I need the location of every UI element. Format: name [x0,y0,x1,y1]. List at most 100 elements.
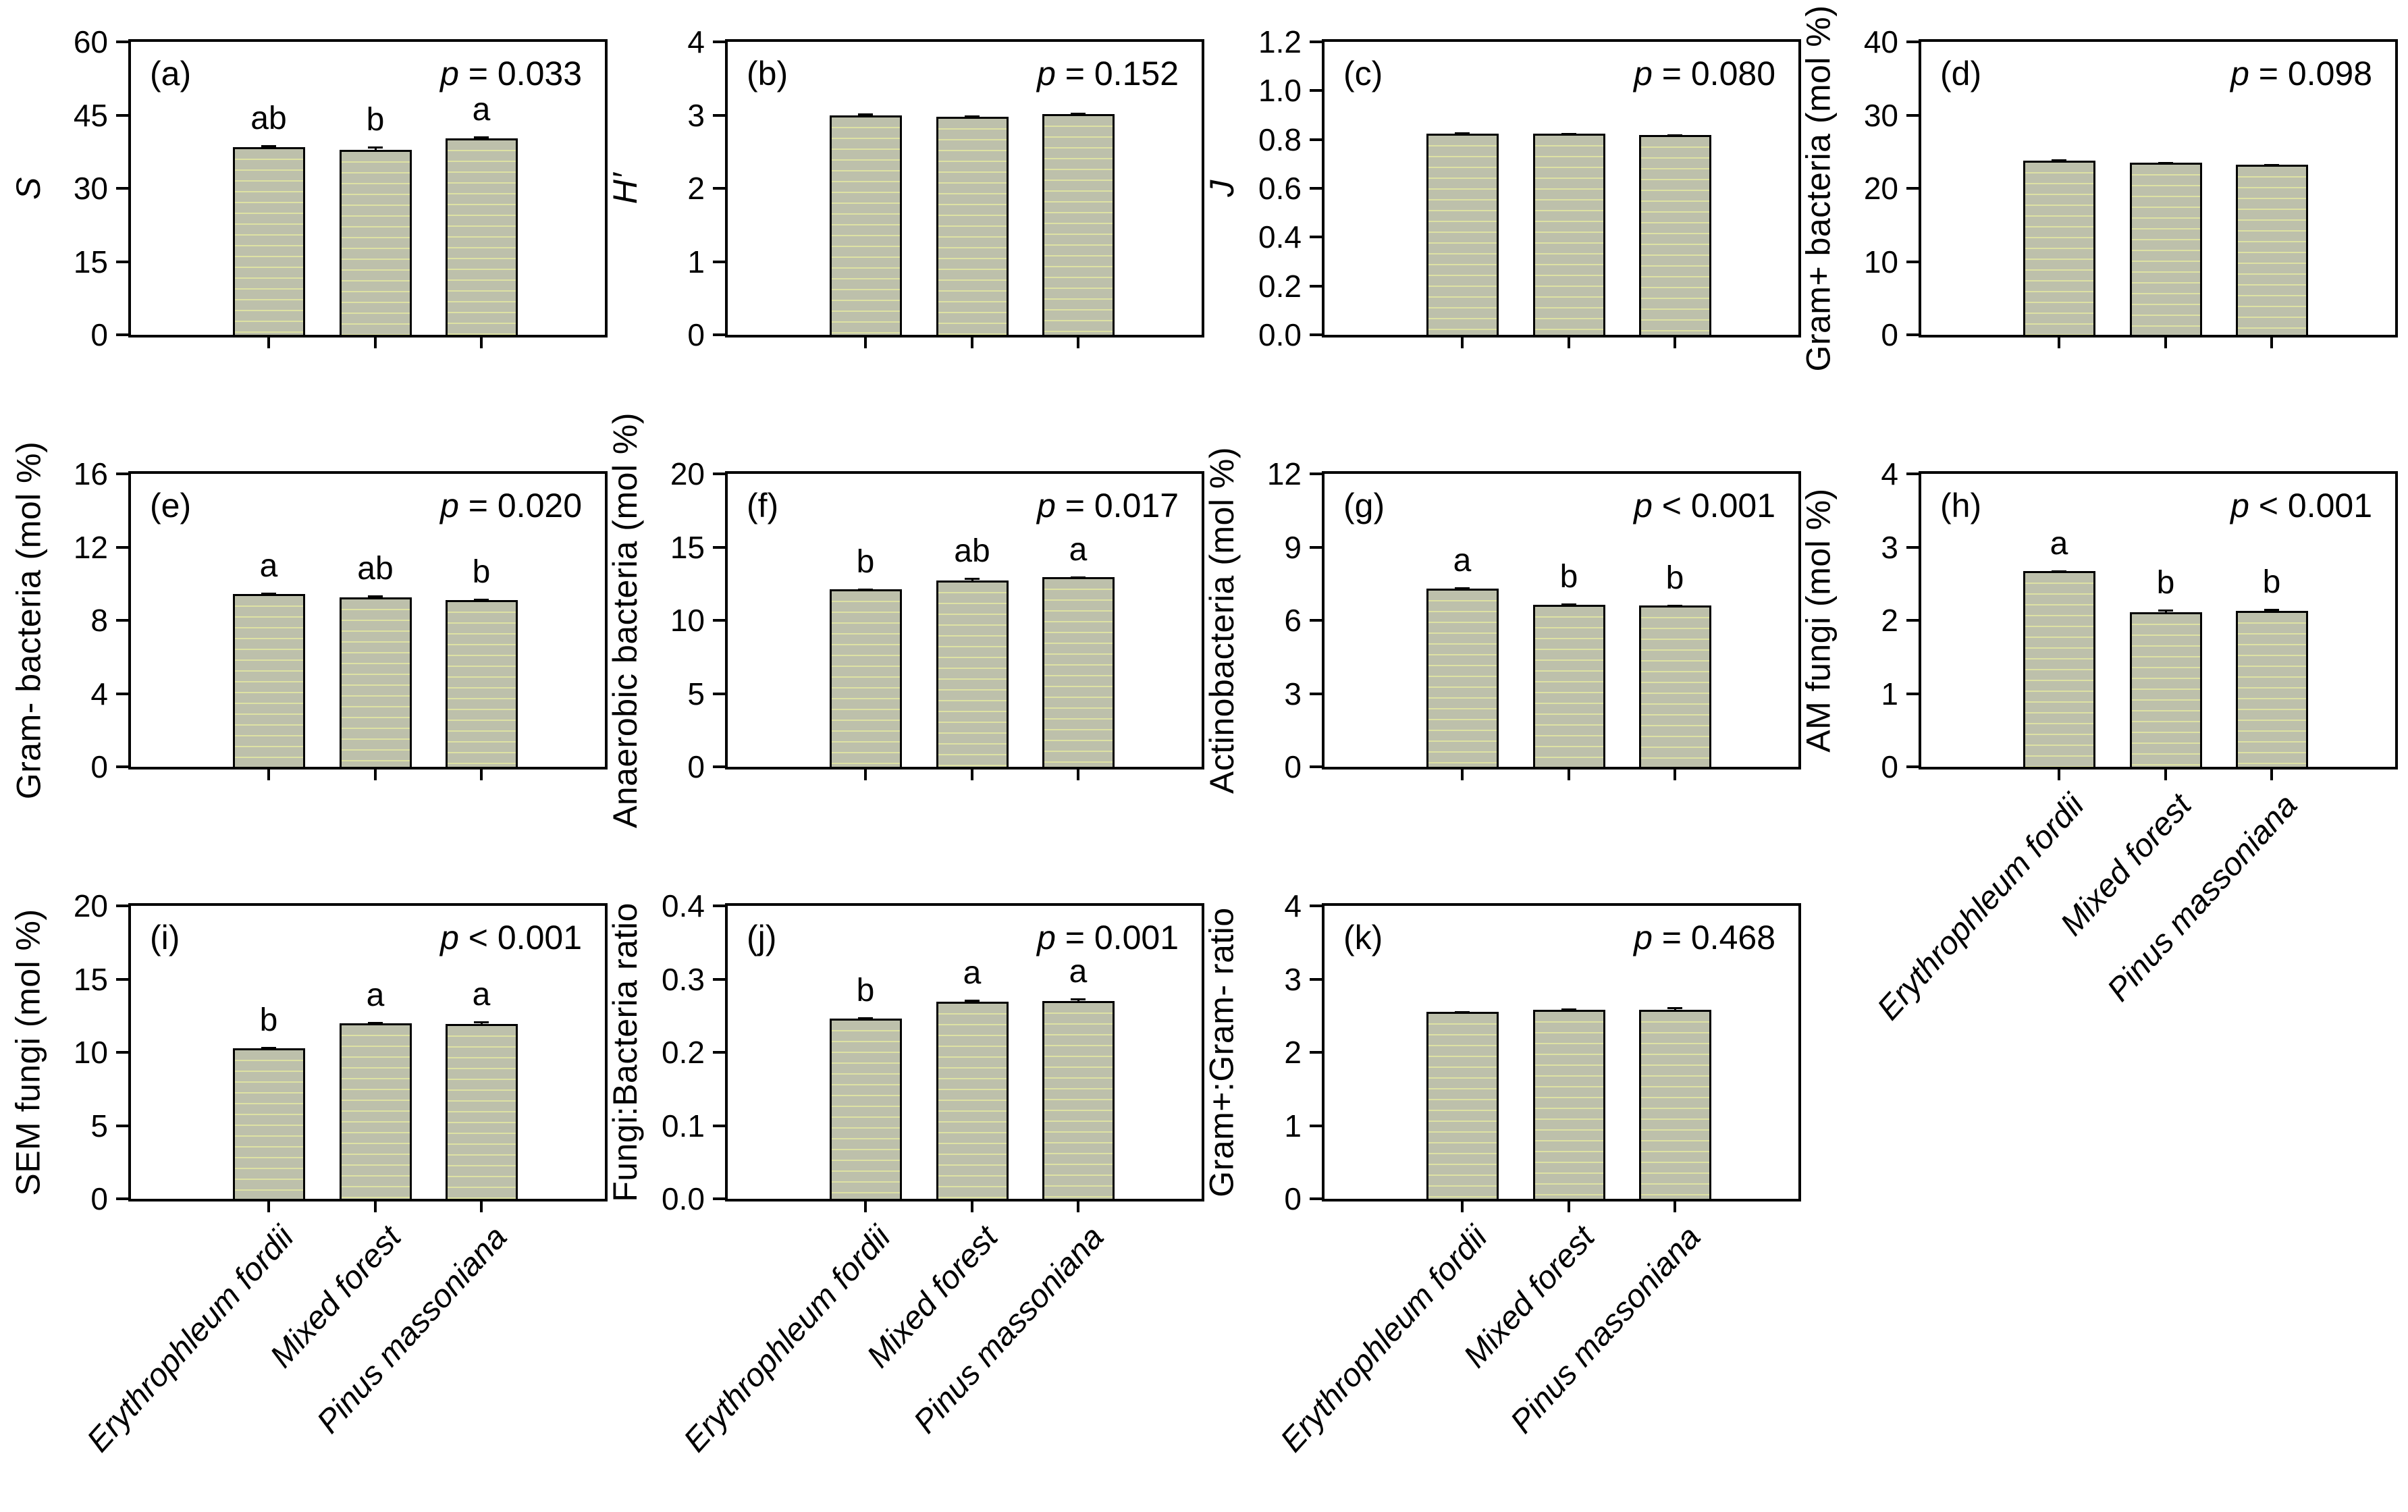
x-tick-mark [864,338,867,348]
bar [1638,605,1711,767]
error-bar-cap [368,595,383,598]
x-tick-mark [971,1202,973,1212]
y-tick-mark [1310,333,1322,336]
plot-area: (e) p = 0.020 a ab b [128,471,608,770]
y-tick-mark [713,545,725,549]
y-tick-mark [713,187,725,190]
y-tick-label: 10 [670,603,705,638]
panel-label: (e) [150,487,192,524]
p-value-label: p = 0.152 [1037,55,1179,92]
y-tick-mark [1906,260,1919,263]
significance-letter: b [2262,564,2281,600]
y-tick-mark [1310,236,1322,239]
y-tick-mark [713,260,725,263]
p-value-label: p = 0.080 [1634,55,1775,92]
bar [1532,604,1605,767]
x-tick-mark [1461,770,1464,780]
p-symbol: p [1037,487,1056,524]
p-value-label: p = 0.017 [1037,487,1179,524]
error-bar-cap [858,1017,873,1019]
significance-letter: a [259,548,278,585]
y-tick-label: 3 [687,97,705,133]
y-tick-mark [1310,977,1322,981]
y-tick-label: 2 [687,171,705,206]
p-symbol: p [1037,919,1056,956]
bar [829,589,902,767]
y-tick-label: 9 [1284,529,1302,565]
y-tick-mark [1310,619,1322,622]
x-tick-mark [2270,338,2273,348]
y-tick-mark [116,187,128,190]
plot-area: (d) p = 0.098 [1919,39,2398,338]
bar [232,146,305,335]
y-tick-mark [713,1197,725,1200]
y-tick-mark [116,333,128,336]
plot-area: (i) p < 0.001 b a a [128,903,608,1202]
p-value-label: p < 0.001 [440,919,582,956]
y-tick-label: 4 [1284,888,1302,923]
y-tick-mark [713,113,725,117]
y-tick-mark [1310,1197,1322,1200]
y-tick-mark [1906,692,1919,695]
x-tick-mark [2058,338,2060,348]
y-tick-mark [713,333,725,336]
y-tick-label: 0.2 [1258,268,1302,304]
y-tick-mark [116,40,128,43]
bar [1638,1010,1711,1199]
y-tick-label: 60 [73,24,108,59]
significance-letter: a [1069,531,1088,568]
error-bar-cap [261,593,276,595]
x-tick-mark [1568,338,1570,348]
y-tick-label: 10 [73,1035,108,1070]
error-bar-cap [965,577,980,580]
y-tick-label: 1 [687,244,705,279]
panel-c: J (c) p = 0.080 0.0 0.2 0.4 0.6 0.8 1.0 1.2 [1194,0,1801,432]
error-bar-cap [1561,1008,1576,1010]
bar [2023,160,2095,335]
error-bar-cap [1667,604,1682,607]
plot-area: (j) p = 0.001 b a a [725,903,1204,1202]
p-symbol: p [440,919,459,956]
y-tick-mark [1310,765,1322,768]
bar [1638,135,1711,335]
y-tick-mark [116,1124,128,1127]
significance-letter: a [1069,953,1088,990]
bar [2023,571,2095,767]
p-symbol: p [2230,55,2249,92]
error-bar-cap [1455,132,1470,135]
x-tick-mark [267,1202,270,1212]
bar [936,1002,1009,1199]
x-tick-mark [1461,1202,1464,1212]
x-tick-mark [2164,770,2167,780]
panel-g: Actinobacteria (mol %) (g) p < 0.001 a b b 0 3 6… [1194,432,1801,864]
x-tick-mark [374,338,377,348]
significance-letter: b [1665,560,1684,596]
y-tick-mark [116,113,128,117]
x-tick-mark [480,770,483,780]
x-tick-mark [1568,1202,1570,1212]
plot-area: (g) p < 0.001 a b b [1322,471,1801,770]
error-bar-cap [2052,570,2066,572]
bar [232,1048,305,1199]
x-category-label: Erythrophleum fordii [1274,1219,1495,1459]
panel-e: Gram- bacteria (mol %) (e) p = 0.020 a ab b 0 4… [0,432,608,864]
y-tick-mark [116,619,128,622]
bar [445,138,518,335]
error-bar-cap [2052,159,2066,161]
y-tick-mark [1906,473,1919,475]
p-value-label: p = 0.001 [1037,919,1179,956]
y-tick-label: 5 [687,676,705,711]
y-tick-label: 20 [670,456,705,491]
panel-d: Gram+ bacteria (mol %) (d) p = 0.098 0 10 20 3… [1790,0,2398,432]
y-tick-mark [713,977,725,981]
x-tick-mark [1077,1202,1079,1212]
error-bar-cap [858,113,873,116]
p-symbol: p [440,487,459,524]
y-tick-label: 1.0 [1258,73,1302,109]
y-tick-label: 0 [90,317,108,352]
panel-label: (a) [150,55,192,92]
y-tick-label: 0.1 [662,1108,705,1143]
bar [1532,134,1605,335]
panel-label: (j) [747,919,777,956]
